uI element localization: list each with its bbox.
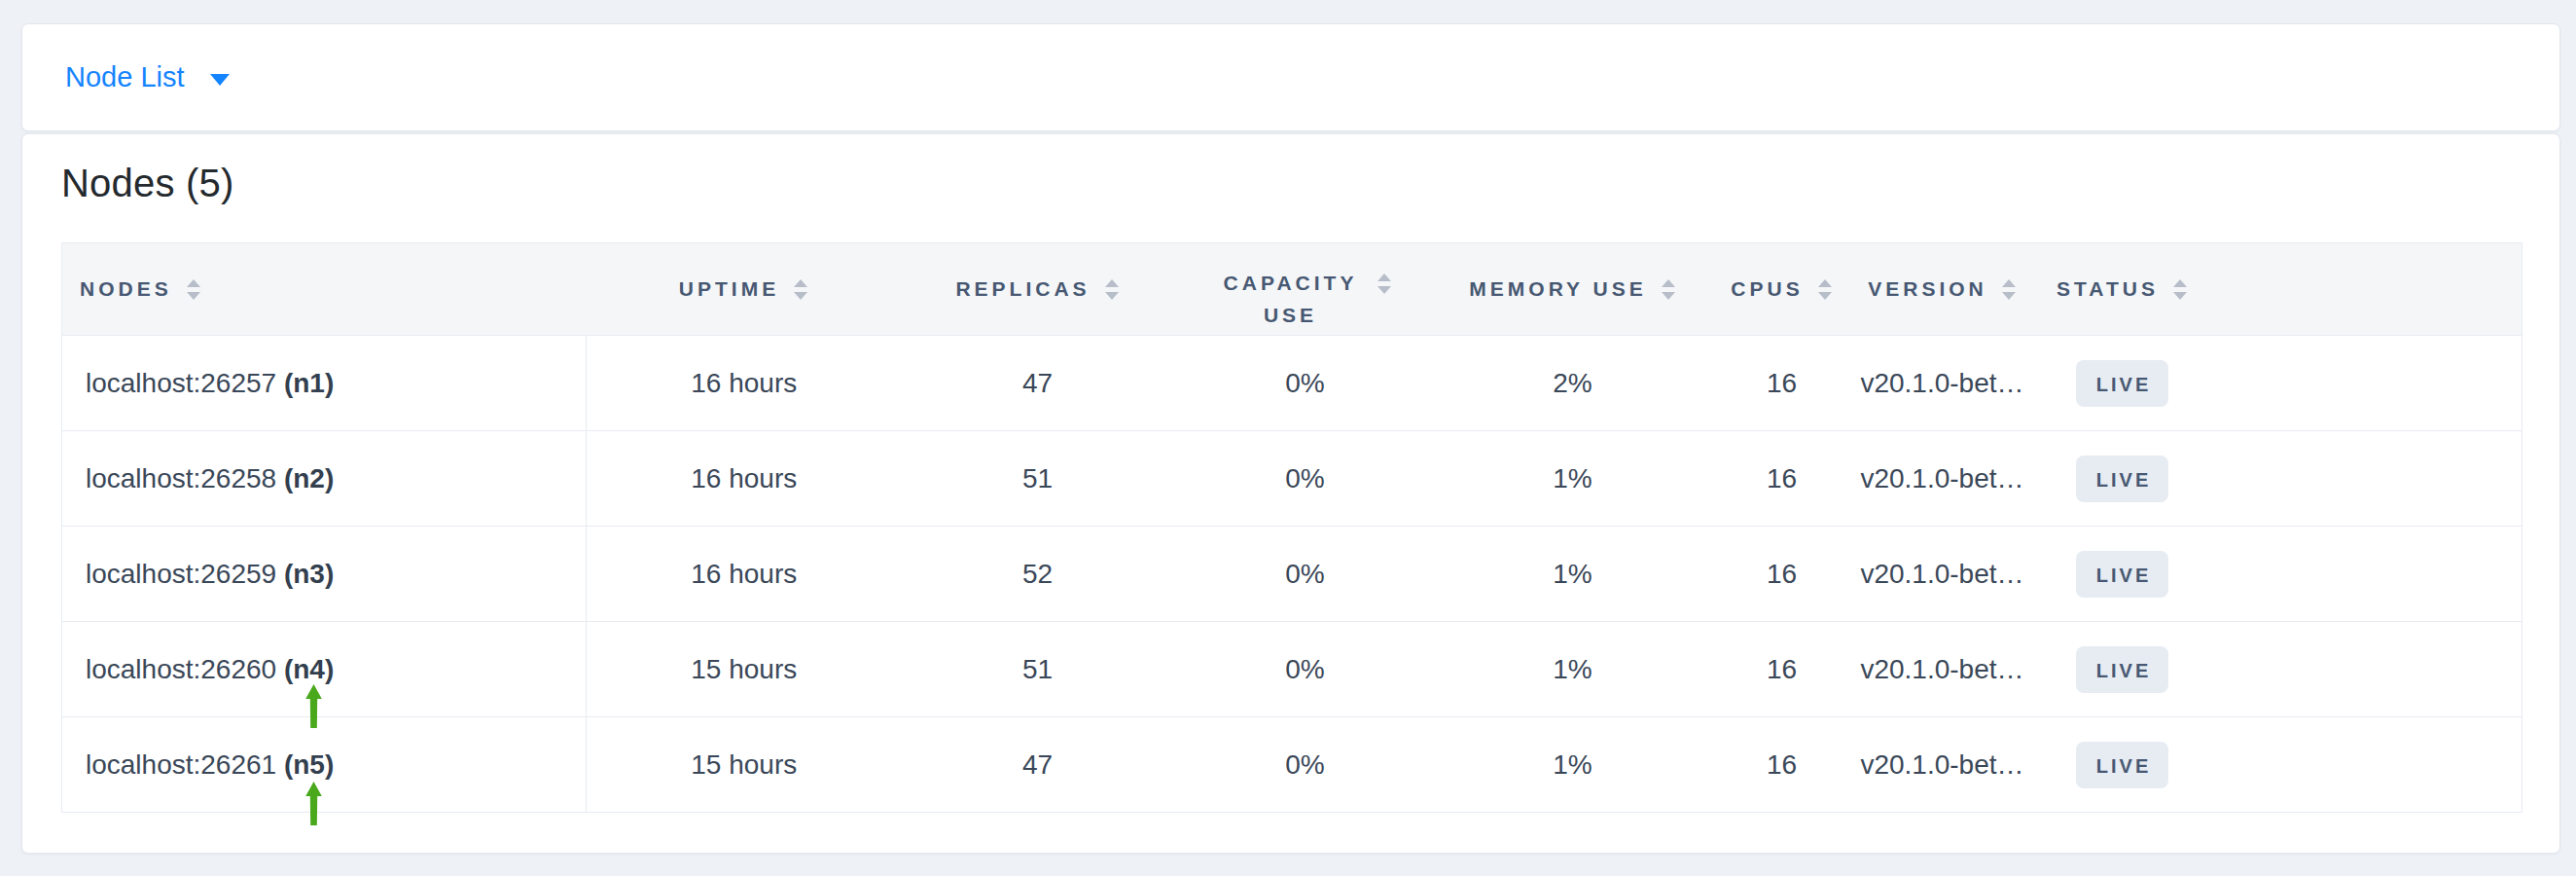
page-header-bar: Node List [21,23,2560,131]
row-spacer [2215,336,2522,431]
node-address: localhost:26257 [86,368,276,398]
column-label: CAPACITY USE [1219,268,1363,331]
node-list-dropdown[interactable]: Node List [65,63,230,91]
replicas-cell: 51 [902,622,1174,717]
sort-arrows-icon [1661,279,1676,300]
replicas-cell: 52 [902,527,1174,622]
sort-arrows-icon [186,279,201,300]
column-label: NODES [80,277,172,301]
status-badge: LIVE [2076,456,2168,502]
green-arrow-icon [305,782,322,825]
memory-use-cell: 2% [1437,336,1709,431]
header-spacer [2215,243,2522,336]
column-label: CPUS [1731,277,1803,301]
row-spacer [2215,717,2522,813]
sort-arrows-icon [2172,279,2188,300]
version-cell: v20.1.0-bet… [1855,717,2030,813]
cpus-cell: 16 [1709,527,1855,622]
table-row: localhost:26261 (n5) 15 hours 47 0% 1% 1… [62,717,2522,813]
memory-use-cell: 1% [1437,717,1709,813]
cpus-cell: 16 [1709,717,1855,813]
uptime-cell: 16 hours [587,527,902,622]
memory-use-cell: 1% [1437,622,1709,717]
cpus-cell: 16 [1709,336,1855,431]
column-label: MEMORY USE [1469,277,1646,301]
capacity-use-cell: 0% [1174,431,1437,527]
status-cell: LIVE [2030,527,2215,622]
table-row: localhost:26258 (n2) 16 hours 51 0% 1% 1… [62,431,2522,527]
capacity-use-cell: 0% [1174,527,1437,622]
sort-arrows-icon [2001,279,2017,300]
nodes-card: Nodes (5) NODES UPTIME [21,133,2560,854]
version-cell: v20.1.0-bet… [1855,431,2030,527]
uptime-cell: 16 hours [587,336,902,431]
capacity-use-cell: 0% [1174,622,1437,717]
nodes-table: NODES UPTIME REPLICAS [61,242,2522,813]
row-spacer [2215,622,2522,717]
cpus-cell: 16 [1709,431,1855,527]
node-id: (n5) [284,749,334,780]
status-cell: LIVE [2030,336,2215,431]
node-cell: localhost:26259 (n3) [62,527,587,622]
memory-use-cell: 1% [1437,527,1709,622]
table-row: localhost:26260 (n4) 15 hours 51 0% 1% 1… [62,622,2522,717]
status-cell: LIVE [2030,717,2215,813]
sort-arrows-icon [793,279,808,300]
sort-arrows-icon [1104,279,1120,300]
status-cell: LIVE [2030,622,2215,717]
capacity-use-cell: 0% [1174,336,1437,431]
sort-arrows-icon [1377,274,1392,294]
node-address: localhost:26258 [86,463,276,493]
uptime-cell: 15 hours [587,717,902,813]
column-header-version[interactable]: VERSION [1855,243,2030,336]
cpus-cell: 16 [1709,622,1855,717]
sort-arrows-icon [1817,279,1833,300]
node-cell: localhost:26260 (n4) [62,622,587,717]
table-row: localhost:26259 (n3) 16 hours 52 0% 1% 1… [62,527,2522,622]
node-id: (n3) [284,559,334,589]
row-spacer [2215,431,2522,527]
column-label: UPTIME [679,277,779,301]
row-spacer [2215,527,2522,622]
column-header-cpus[interactable]: CPUS [1709,243,1855,336]
capacity-use-cell: 0% [1174,717,1437,813]
node-list-dropdown-label: Node List [65,63,185,91]
page-title: Nodes (5) [61,160,2521,206]
node-id: (n4) [284,654,334,684]
table-row: localhost:26257 (n1) 16 hours 47 0% 2% 1… [62,336,2522,431]
node-id: (n2) [284,463,334,493]
replicas-cell: 47 [902,717,1174,813]
node-address: localhost:26260 [86,654,276,684]
node-address: localhost:26261 [86,749,276,780]
node-cell: localhost:26261 (n5) [62,717,587,813]
column-header-status[interactable]: STATUS [2030,243,2215,336]
replicas-cell: 51 [902,431,1174,527]
replicas-cell: 47 [902,336,1174,431]
status-badge: LIVE [2076,742,2168,788]
uptime-cell: 15 hours [587,622,902,717]
status-badge: LIVE [2076,551,2168,598]
version-cell: v20.1.0-bet… [1855,527,2030,622]
version-cell: v20.1.0-bet… [1855,622,2030,717]
uptime-cell: 16 hours [587,431,902,527]
node-cell: localhost:26258 (n2) [62,431,587,527]
table-header-row: NODES UPTIME REPLICAS [62,243,2522,336]
column-header-replicas[interactable]: REPLICAS [902,243,1174,336]
version-cell: v20.1.0-bet… [1855,336,2030,431]
column-label: STATUS [2057,277,2159,301]
node-id: (n1) [284,368,334,398]
node-cell: localhost:26257 (n1) [62,336,587,431]
column-header-uptime[interactable]: UPTIME [587,243,902,336]
column-header-memory-use[interactable]: MEMORY USE [1437,243,1709,336]
column-header-capacity-use[interactable]: CAPACITY USE [1174,243,1437,336]
column-header-nodes[interactable]: NODES [62,243,587,336]
column-label: REPLICAS [955,277,1090,301]
status-badge: LIVE [2076,646,2168,693]
node-address: localhost:26259 [86,559,276,589]
status-badge: LIVE [2076,360,2168,407]
status-cell: LIVE [2030,431,2215,527]
memory-use-cell: 1% [1437,431,1709,527]
column-label: VERSION [1868,277,1987,301]
chevron-down-icon [210,74,230,86]
